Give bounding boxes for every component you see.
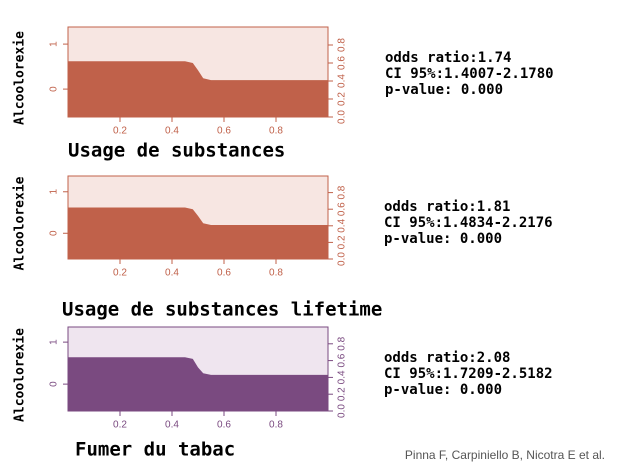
- y-tick-label: 0.4: [337, 74, 348, 88]
- y-axis-label: Alcoolorexie: [13, 328, 28, 422]
- y-tick-label: 0.8: [337, 185, 348, 199]
- annotation: p-value: 0.000: [384, 231, 502, 247]
- x-tick-label: 0.8: [269, 268, 283, 279]
- y-tick-label: 0.6: [337, 56, 348, 70]
- x-tick-label: 0.2: [113, 420, 127, 431]
- annotation: CI 95%:1.4834-2.2176: [384, 215, 553, 231]
- density-area: [68, 61, 328, 117]
- footer: Pinna F, Carpiniello B, Nicotra E et al.: [405, 448, 605, 462]
- category-label: 1: [49, 41, 60, 47]
- chart-title: Usage de substances: [68, 140, 285, 162]
- plot-frame: [67, 326, 329, 412]
- density-area: [68, 207, 328, 259]
- x-tick-label: 0.2: [113, 126, 127, 137]
- density-area: [68, 357, 328, 411]
- x-tick-label: 0.6: [217, 420, 231, 431]
- x-tick-label: 0.2: [113, 268, 127, 279]
- category-label: 0: [49, 230, 60, 236]
- x-tick-label: 0.6: [217, 126, 231, 137]
- annotation: p-value: 0.000: [384, 382, 502, 398]
- y-tick-label: 0.2: [337, 235, 348, 249]
- plot-frame: [67, 26, 329, 118]
- category-label: 0: [49, 381, 60, 387]
- y-tick-label: 0.0: [337, 404, 348, 418]
- annotation: CI 95%:1.4007-2.1780: [385, 66, 554, 82]
- y-tick-label: 0.6: [337, 202, 348, 216]
- x-tick-label: 0.4: [165, 420, 179, 431]
- y-tick-label: 0.0: [337, 252, 348, 266]
- y-tick-label: 0.6: [337, 353, 348, 367]
- annotation: odds ratio:1.74: [385, 50, 511, 66]
- y-tick-label: 0.8: [337, 38, 348, 52]
- y-axis-label: Alcoolorexie: [13, 31, 28, 125]
- y-tick-label: 0.2: [337, 387, 348, 401]
- annotation: CI 95%:1.7209-2.5182: [384, 366, 553, 382]
- category-label: 1: [49, 189, 60, 195]
- y-tick-label: 0.2: [337, 92, 348, 106]
- x-tick-label: 0.4: [165, 268, 179, 279]
- annotation: p-value: 0.000: [385, 82, 503, 98]
- y-tick-label: 0.8: [337, 336, 348, 350]
- y-tick-label: 0.4: [337, 218, 348, 232]
- chart-title: Usage de substances lifetime: [62, 299, 382, 321]
- annotation: odds ratio:1.81: [384, 199, 510, 215]
- plot-frame: [67, 175, 329, 260]
- category-label: 0: [49, 86, 60, 92]
- x-tick-label: 0.8: [269, 420, 283, 431]
- annotation: odds ratio:2.08: [384, 350, 510, 366]
- y-axis-label: Alcoolorexie: [13, 176, 28, 270]
- y-tick-label: 0.0: [337, 110, 348, 124]
- y-tick-label: 0.4: [337, 370, 348, 384]
- category-label: 1: [49, 339, 60, 345]
- chart-title: Fumer du tabac: [75, 439, 235, 461]
- x-tick-label: 0.4: [165, 126, 179, 137]
- x-tick-label: 0.6: [217, 268, 231, 279]
- x-tick-label: 0.8: [269, 126, 283, 137]
